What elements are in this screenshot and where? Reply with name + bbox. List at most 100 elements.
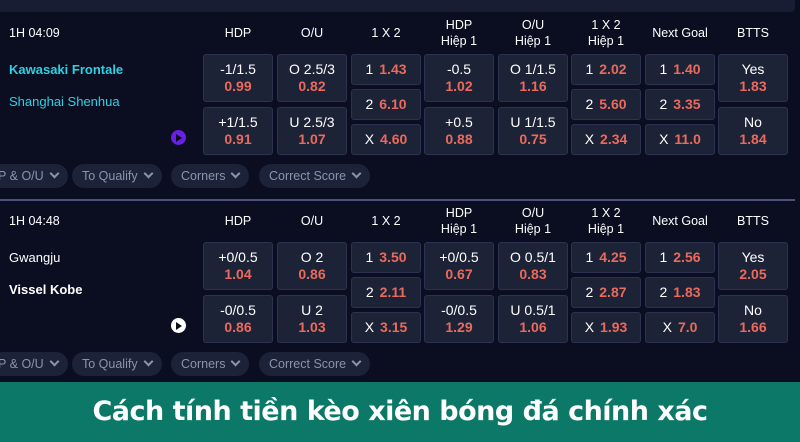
odds-price: 1.93 — [600, 319, 628, 335]
odds-line: -0/0.5 — [441, 302, 477, 318]
odds-x12-h1-button[interactable]: X 1.93 — [571, 312, 641, 343]
odds-x12-h1-button[interactable]: 2 5.60 — [571, 89, 641, 120]
odds-btts-button[interactable]: Yes 2.05 — [718, 242, 788, 290]
odds-next-goal-button[interactable]: 1 2.56 — [645, 242, 715, 273]
play-icon[interactable] — [171, 130, 186, 145]
odds-ou-h1-button[interactable]: U 0.5/1 1.06 — [498, 295, 568, 343]
odds-outcome: X — [584, 131, 595, 147]
odds-next-goal-button[interactable]: X 11.0 — [645, 124, 715, 155]
odds-price: 2.34 — [600, 131, 628, 147]
odds-price: 1.83 — [673, 284, 701, 300]
odds-x12-button[interactable]: 1 3.50 — [351, 242, 421, 273]
odds-btts-button[interactable]: No 1.84 — [718, 107, 788, 155]
odds-price: 4.60 — [380, 131, 408, 147]
chip-correct-score[interactable]: Correct Score — [259, 352, 371, 376]
chip-correct-score[interactable]: Correct Score — [259, 164, 371, 188]
team-away[interactable]: Shanghai Shenhua — [9, 94, 120, 109]
chip-hdp-o-u[interactable]: HDP & O/U — [0, 352, 68, 376]
odds-outcome: X — [364, 319, 375, 335]
odds-x12-h1-button[interactable]: 1 4.25 — [571, 242, 641, 273]
odds-ou-button[interactable]: O 2.5/3 0.82 — [277, 54, 347, 102]
odds-outcome: 2 — [585, 96, 594, 112]
odds-ou-button[interactable]: U 2 1.03 — [277, 295, 347, 343]
odds-line: U 2 — [301, 302, 323, 318]
column-header: 1 X 2 — [371, 26, 401, 40]
column-header: O/U — [300, 214, 324, 228]
chip-corners[interactable]: Corners — [171, 164, 250, 188]
chip-label: Correct Score — [269, 169, 347, 183]
odds-hdp-button[interactable]: -0/0.5 0.86 — [203, 295, 273, 343]
odds-next-goal-button[interactable]: 2 3.35 — [645, 89, 715, 120]
odds-outcome: 1 — [365, 61, 374, 77]
chip-to-qualify[interactable]: To Qualify — [72, 164, 162, 188]
odds-outcome: 2 — [659, 284, 668, 300]
odds-line: U 2.5/3 — [289, 114, 335, 130]
odds-x12-button[interactable]: X 4.60 — [351, 124, 421, 155]
odds-hdp-button[interactable]: +0/0.5 1.04 — [203, 242, 273, 290]
odds-price: 6.10 — [379, 96, 407, 112]
odds-outcome: 2 — [365, 284, 374, 300]
odds-x12-button[interactable]: X 3.15 — [351, 312, 421, 343]
odds-btts-button[interactable]: No 1.66 — [718, 295, 788, 343]
column-header: 1 X 2 Hiệp 1 — [587, 18, 625, 48]
market-chips: HDP & O/U To Qualify Corners Correct Score — [0, 164, 400, 188]
odds-line: -0.5 — [446, 61, 472, 77]
odds-x12-h1-button[interactable]: X 2.34 — [571, 124, 641, 155]
odds-ou-h1-button[interactable]: U 1/1.5 0.75 — [498, 107, 568, 155]
odds-ou-button[interactable]: U 2.5/3 1.07 — [277, 107, 347, 155]
odds-next-goal-button[interactable]: 2 1.83 — [645, 277, 715, 308]
chevron-down-icon — [231, 356, 241, 367]
column-header: BTTS — [737, 26, 769, 40]
column-header: 1 X 2 Hiệp 1 — [587, 206, 625, 236]
odds-outcome: 1 — [659, 249, 668, 265]
odds-price: 0.82 — [298, 78, 326, 94]
odds-hdp-h1-button[interactable]: +0.5 0.88 — [424, 107, 494, 155]
play-icon[interactable] — [171, 318, 186, 333]
odds-hdp-h1-button[interactable]: -0/0.5 1.29 — [424, 295, 494, 343]
previous-row-strip — [0, 0, 795, 12]
odds-x12-button[interactable]: 2 6.10 — [351, 89, 421, 120]
odds-line: Yes — [741, 61, 765, 77]
chip-corners[interactable]: Corners — [171, 352, 250, 376]
odds-line: O 0.5/1 — [510, 249, 556, 265]
team-away[interactable]: Vissel Kobe — [9, 282, 83, 297]
odds-hdp-h1-button[interactable]: +0/0.5 0.67 — [424, 242, 494, 290]
odds-price: 1.40 — [673, 61, 701, 77]
odds-price: 3.15 — [380, 319, 408, 335]
odds-hdp-button[interactable]: -1/1.5 0.99 — [203, 54, 273, 102]
odds-hdp-button[interactable]: +1/1.5 0.91 — [203, 107, 273, 155]
odds-price: 1.83 — [739, 78, 767, 94]
odds-price: 1.02 — [445, 78, 473, 94]
odds-btts-button[interactable]: Yes 1.83 — [718, 54, 788, 102]
odds-price: 1.43 — [379, 61, 407, 77]
chevron-down-icon — [143, 168, 154, 179]
odds-price: 1.04 — [224, 266, 252, 282]
odds-price: 1.29 — [445, 319, 473, 335]
column-header: 1 X 2 — [371, 214, 401, 228]
odds-outcome: 2 — [585, 284, 594, 300]
chip-to-qualify[interactable]: To Qualify — [72, 352, 162, 376]
odds-price: 0.99 — [224, 78, 252, 94]
odds-x12-h1-button[interactable]: 2 2.87 — [571, 277, 641, 308]
odds-outcome: 2 — [659, 96, 668, 112]
odds-x12-button[interactable]: 2 2.11 — [351, 277, 421, 308]
chip-hdp-o-u[interactable]: HDP & O/U — [0, 164, 68, 188]
team-home[interactable]: Kawasaki Frontale — [9, 62, 124, 77]
chip-label: Correct Score — [269, 357, 347, 371]
odds-price: 1.03 — [298, 319, 326, 335]
odds-next-goal-button[interactable]: X 7.0 — [645, 312, 715, 343]
team-home[interactable]: Gwangju — [9, 250, 61, 265]
odds-x12-h1-button[interactable]: 1 2.02 — [571, 54, 641, 85]
odds-line: O 1/1.5 — [510, 61, 556, 77]
odds-price: 1.16 — [519, 78, 547, 94]
odds-line: No — [744, 302, 762, 318]
odds-x12-button[interactable]: 1 1.43 — [351, 54, 421, 85]
chip-label: Corners — [181, 357, 226, 371]
odds-ou-h1-button[interactable]: O 1/1.5 1.16 — [498, 54, 568, 102]
match-divider — [0, 199, 795, 201]
odds-next-goal-button[interactable]: 1 1.40 — [645, 54, 715, 85]
column-header: HDP Hiệp 1 — [440, 18, 478, 48]
odds-ou-button[interactable]: O 2 0.86 — [277, 242, 347, 290]
odds-hdp-h1-button[interactable]: -0.5 1.02 — [424, 54, 494, 102]
odds-ou-h1-button[interactable]: O 0.5/1 0.83 — [498, 242, 568, 290]
